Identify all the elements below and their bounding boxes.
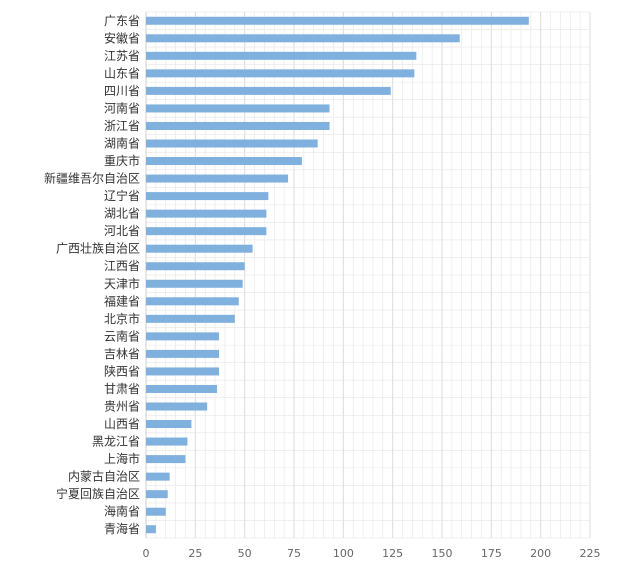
category-label: 甘肃省 xyxy=(104,382,140,396)
category-label: 浙江省 xyxy=(104,119,140,133)
category-label: 天津市 xyxy=(104,276,140,291)
x-tick-label: 150 xyxy=(432,547,453,560)
bar xyxy=(146,104,330,113)
grid-lines xyxy=(145,11,591,539)
category-label: 新疆维吾尔自治区 xyxy=(44,171,140,186)
bar xyxy=(146,139,318,148)
bar xyxy=(146,16,529,25)
bar xyxy=(146,455,186,464)
bar xyxy=(146,384,218,393)
category-labels: 广东省安徽省江苏省山东省四川省河南省浙江省湖南省重庆市新疆维吾尔自治区辽宁省湖北… xyxy=(44,14,140,536)
category-label: 北京市 xyxy=(104,311,140,326)
category-label: 安徽省 xyxy=(104,30,140,45)
category-label: 河北省 xyxy=(104,224,140,238)
category-label: 海南省 xyxy=(104,504,140,519)
bar xyxy=(146,349,220,358)
category-label: 上海市 xyxy=(104,451,140,466)
bar xyxy=(146,34,460,43)
bar xyxy=(146,279,243,288)
category-label: 广西壮族自治区 xyxy=(56,242,140,256)
category-label: 辽宁省 xyxy=(104,188,140,203)
category-label: 内蒙古自治区 xyxy=(68,469,140,484)
x-tick-label: 25 xyxy=(188,547,202,560)
category-label: 河南省 xyxy=(104,100,140,115)
bar xyxy=(146,472,170,481)
bar xyxy=(146,227,267,236)
x-tick-label: 200 xyxy=(530,547,551,560)
category-label: 福建省 xyxy=(104,293,140,308)
category-label: 山东省 xyxy=(104,66,140,80)
x-tick-label: 75 xyxy=(287,547,301,560)
x-tick-label: 100 xyxy=(333,547,354,560)
category-label: 广东省 xyxy=(104,14,140,28)
x-tick-label: 0 xyxy=(143,547,150,560)
category-label: 四川省 xyxy=(104,84,140,98)
bar xyxy=(146,244,253,253)
x-tick-labels: 0 25 50 75 100 125 150 175 200 225 xyxy=(143,547,601,560)
bar xyxy=(146,209,267,218)
x-tick-label: 125 xyxy=(382,547,403,560)
category-label: 宁夏回族自治区 xyxy=(56,486,140,501)
bar xyxy=(146,192,269,201)
category-label: 陕西省 xyxy=(104,363,140,378)
x-tick-label: 50 xyxy=(238,547,252,560)
bar xyxy=(146,51,417,60)
bar xyxy=(146,297,239,306)
bar xyxy=(146,437,188,446)
category-label: 云南省 xyxy=(104,328,140,343)
bar xyxy=(146,86,391,95)
bar xyxy=(146,367,220,376)
bar xyxy=(146,69,415,78)
category-label: 江苏省 xyxy=(104,49,140,63)
bar xyxy=(146,262,245,271)
x-tick-label: 225 xyxy=(580,547,601,560)
bar xyxy=(146,490,168,499)
bars-group xyxy=(146,16,529,534)
bar xyxy=(146,174,289,183)
bar xyxy=(146,332,220,341)
category-label: 吉林省 xyxy=(104,347,140,361)
x-tick-label: 175 xyxy=(481,547,502,560)
bar xyxy=(146,402,208,411)
bar xyxy=(146,525,156,534)
category-label: 湖南省 xyxy=(104,136,140,151)
category-label: 江西省 xyxy=(104,259,140,273)
category-label: 青海省 xyxy=(104,521,140,536)
category-label: 湖北省 xyxy=(104,206,140,221)
category-label: 贵州省 xyxy=(104,400,140,414)
bar xyxy=(146,121,330,130)
bar xyxy=(146,507,166,516)
category-label: 黑龙江省 xyxy=(92,435,140,449)
bar xyxy=(146,420,192,429)
category-label: 重庆市 xyxy=(104,153,140,168)
bar xyxy=(146,314,235,323)
bar xyxy=(146,157,302,166)
category-label: 山西省 xyxy=(104,417,140,431)
